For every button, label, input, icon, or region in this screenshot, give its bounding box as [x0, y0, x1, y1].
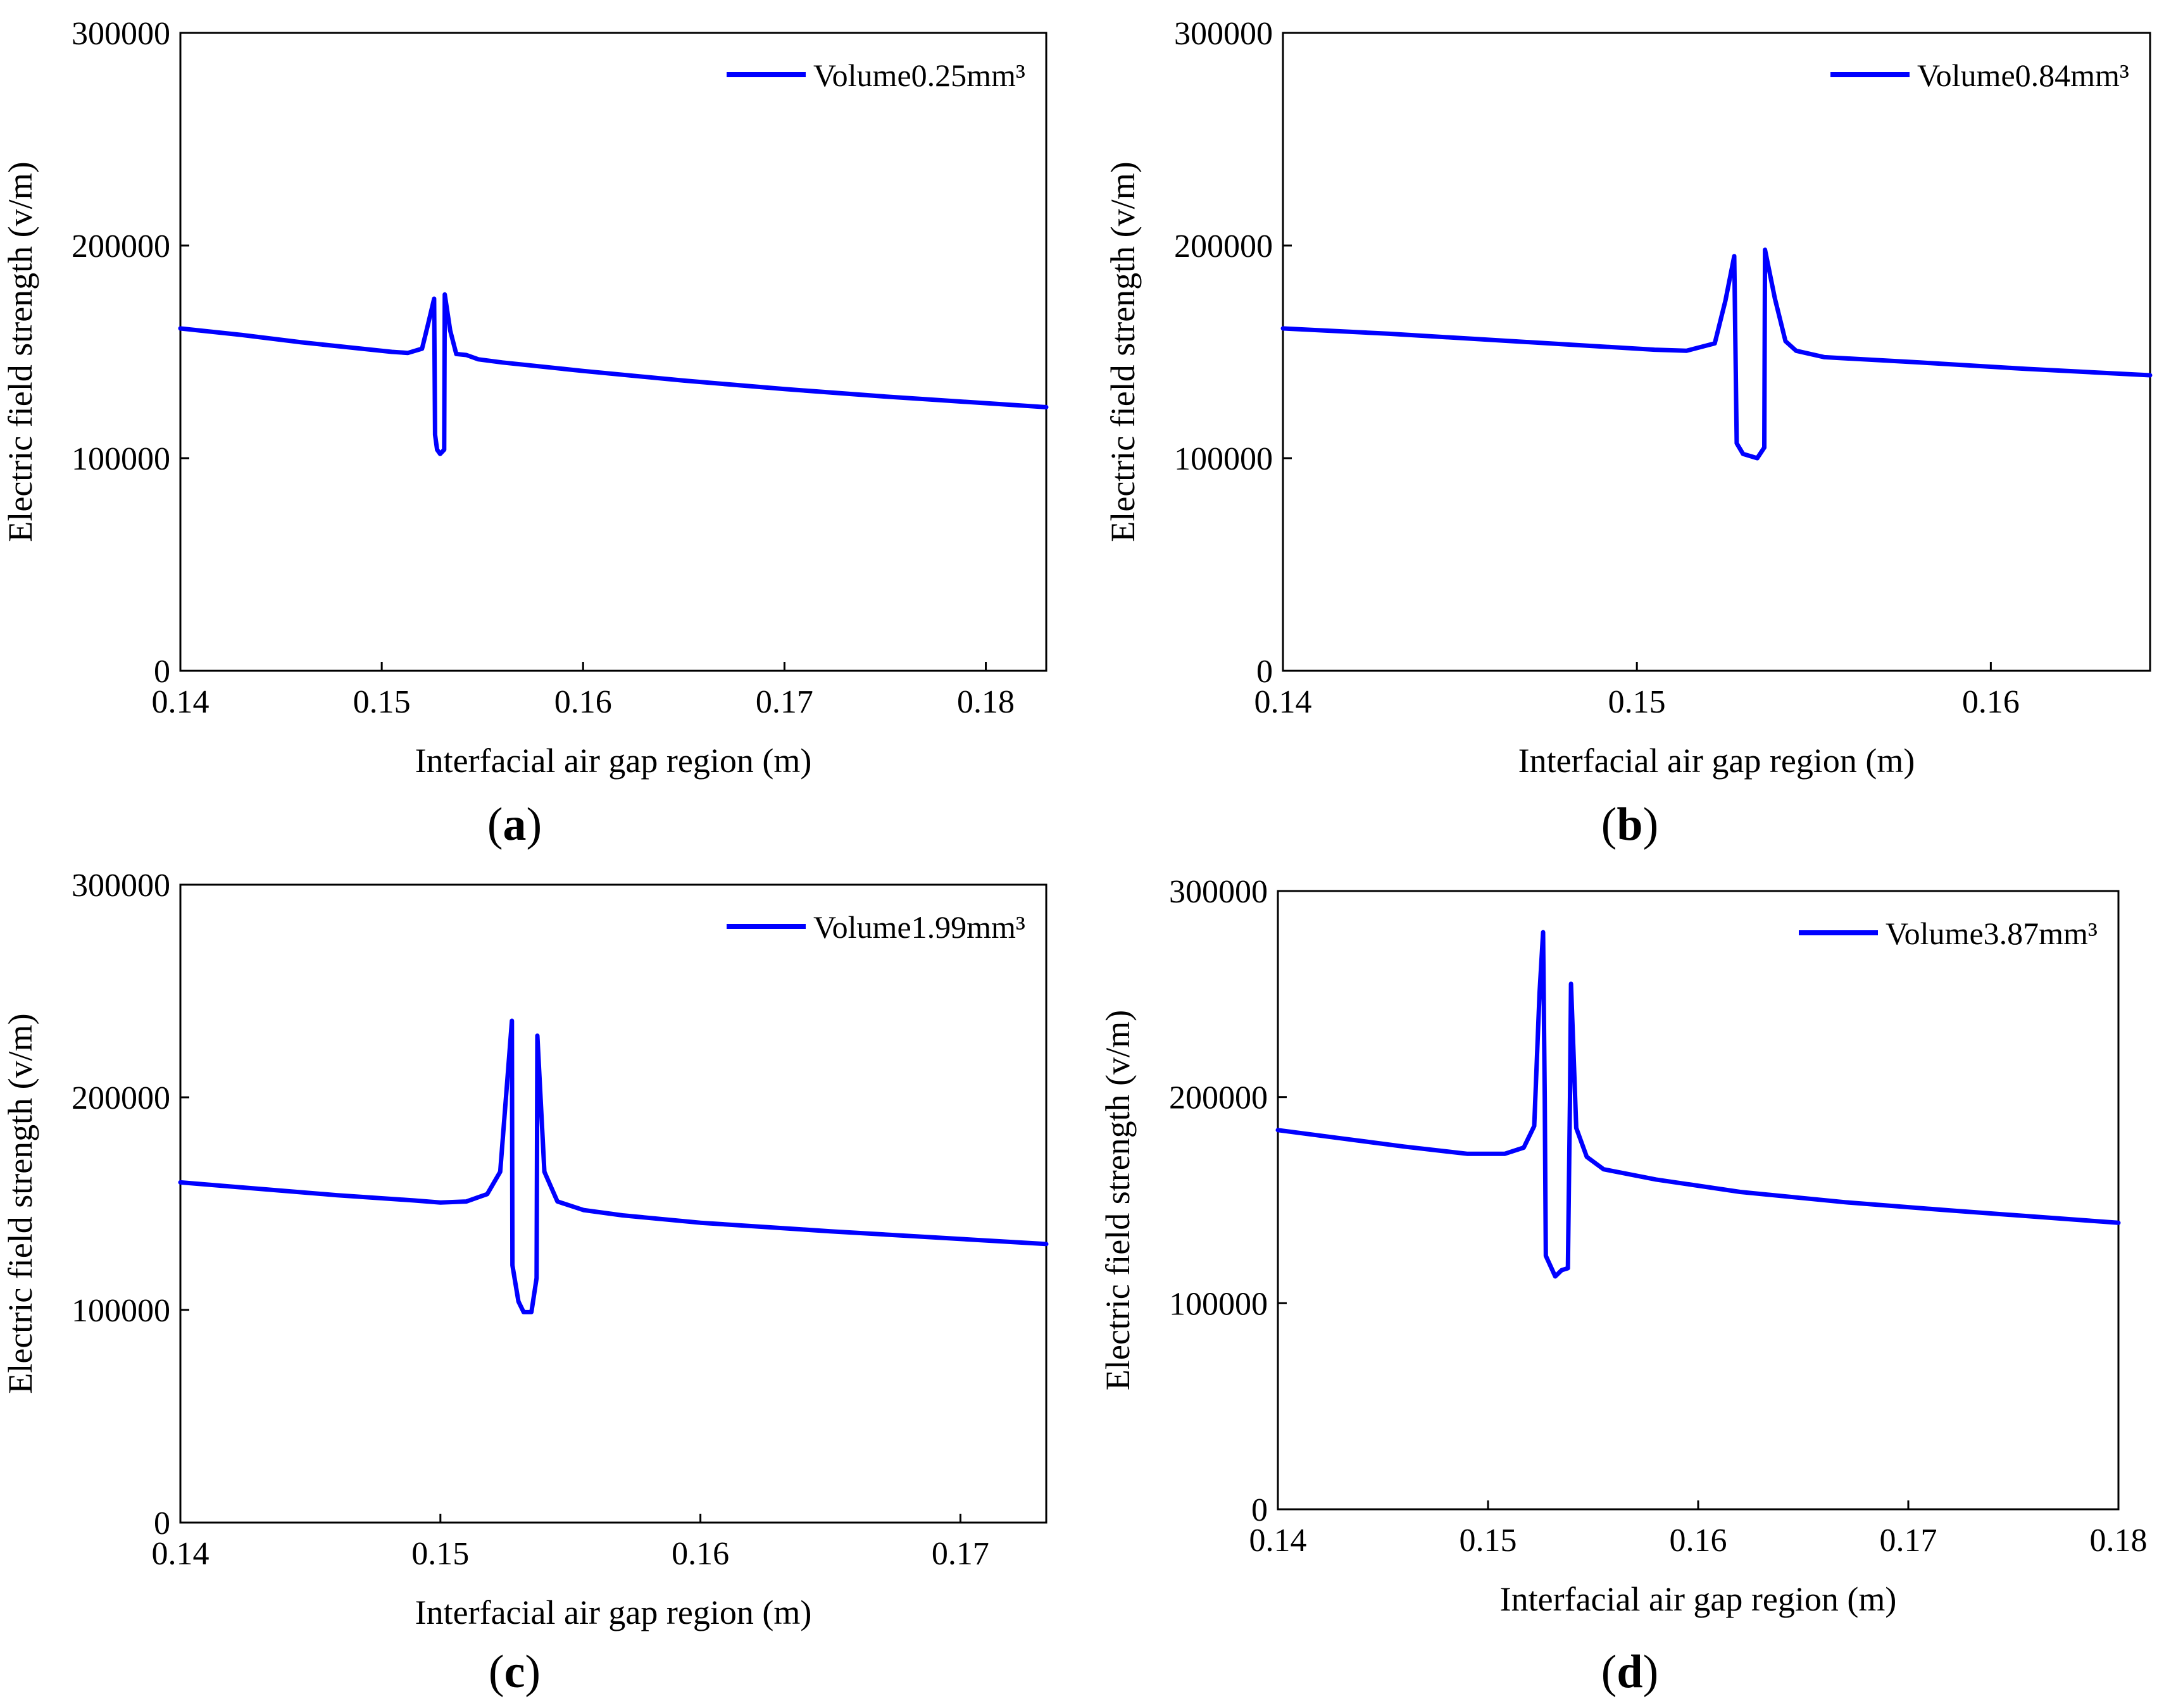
y-tick-label: 300000 — [72, 16, 170, 52]
chart-c: 0.14 0.15 0.16 0.17 0 100000 200000 300000 Inter… — [1, 868, 1049, 1631]
panel-caption-b: (b) — [1601, 799, 1659, 851]
y-tick-label: 0 — [154, 654, 170, 690]
y-tick-label: 200000 — [1174, 228, 1273, 265]
plot-frame — [179, 883, 1048, 1524]
y-tick-label: 200000 — [1169, 1080, 1268, 1116]
x-axis-title: Interfacial air gap region (m) — [415, 742, 812, 780]
plot-frame — [179, 32, 1048, 672]
legend-label: Volume0.84mm³ — [1917, 58, 2129, 93]
plot-frame — [1277, 890, 2120, 1511]
y-tick-label: 300000 — [72, 868, 170, 904]
x-tick-label: 0.14 — [1249, 1523, 1307, 1559]
x-axis-title: Interfacial air gap region (m) — [415, 1593, 812, 1631]
x-tick-label: 0.14 — [152, 1536, 210, 1572]
x-tick-label: 0.15 — [1608, 684, 1666, 720]
x-tick-label: 0.16 — [672, 1536, 729, 1572]
x-tick-label: 0.16 — [1962, 684, 2020, 720]
y-tick-label: 100000 — [72, 1293, 170, 1329]
x-tick-label: 0.15 — [411, 1536, 469, 1572]
y-axis-title: Electric field strength (v/m) — [1099, 1010, 1137, 1390]
x-tick-label: 0.18 — [2090, 1523, 2148, 1559]
chart-d: 0.14 0.15 0.16 0.17 0.18 0 100000 200000 300000 I… — [1099, 874, 2148, 1618]
y-tick-label: 200000 — [72, 228, 170, 265]
y-axis-title: Electric field strength (v/m) — [1104, 161, 1142, 542]
y-tick-label: 0 — [1256, 654, 1273, 690]
x-tick-label: 0.18 — [957, 684, 1015, 720]
chart-b: 0.14 0.15 0.16 0 100000 200000 300000 Interfaci… — [1104, 16, 2153, 780]
y-tick-label: 300000 — [1174, 16, 1273, 52]
y-tick-label: 0 — [154, 1505, 170, 1542]
legend-label: Volume0.25mm³ — [813, 58, 1025, 93]
x-tick-label: 0.16 — [1670, 1523, 1727, 1559]
x-tick-label: 0.15 — [1460, 1523, 1517, 1559]
x-tick-label: 0.14 — [1254, 684, 1312, 720]
panel-caption-d: (d) — [1601, 1646, 1659, 1698]
x-axis-title: Interfacial air gap region (m) — [1500, 1580, 1897, 1618]
x-tick-label: 0.17 — [756, 684, 813, 720]
panel-caption-a: (a) — [487, 799, 542, 851]
y-tick-label: 0 — [1251, 1492, 1268, 1528]
chart-a: 0.14 0.15 0.16 0.17 0.18 0 100000 200000 300000 I… — [1, 16, 1049, 780]
legend-label: Volume1.99mm³ — [813, 909, 1025, 945]
y-tick-label: 100000 — [1169, 1286, 1268, 1322]
y-tick-label: 100000 — [1174, 441, 1273, 477]
panel-caption-c: (c) — [488, 1646, 541, 1698]
series-line — [178, 292, 1049, 456]
x-tick-label: 0.16 — [554, 684, 612, 720]
series-line — [178, 1018, 1049, 1314]
series-line — [1280, 247, 2153, 461]
legend-label: Volume3.87mm³ — [1886, 916, 2098, 951]
x-tick-label: 0.15 — [353, 684, 411, 720]
plot-frame — [1282, 32, 2151, 672]
y-tick-label: 200000 — [72, 1080, 170, 1116]
y-axis-title: Electric field strength (v/m) — [1, 1013, 39, 1393]
y-axis-title: Electric field strength (v/m) — [1, 161, 39, 542]
x-tick-label: 0.14 — [152, 684, 210, 720]
series-line — [1275, 930, 2121, 1279]
y-tick-label: 300000 — [1169, 874, 1268, 910]
y-tick-label: 100000 — [72, 441, 170, 477]
x-tick-label: 0.17 — [932, 1536, 989, 1572]
x-axis-title: Interfacial air gap region (m) — [1518, 742, 1915, 780]
x-tick-label: 0.17 — [1880, 1523, 1937, 1559]
